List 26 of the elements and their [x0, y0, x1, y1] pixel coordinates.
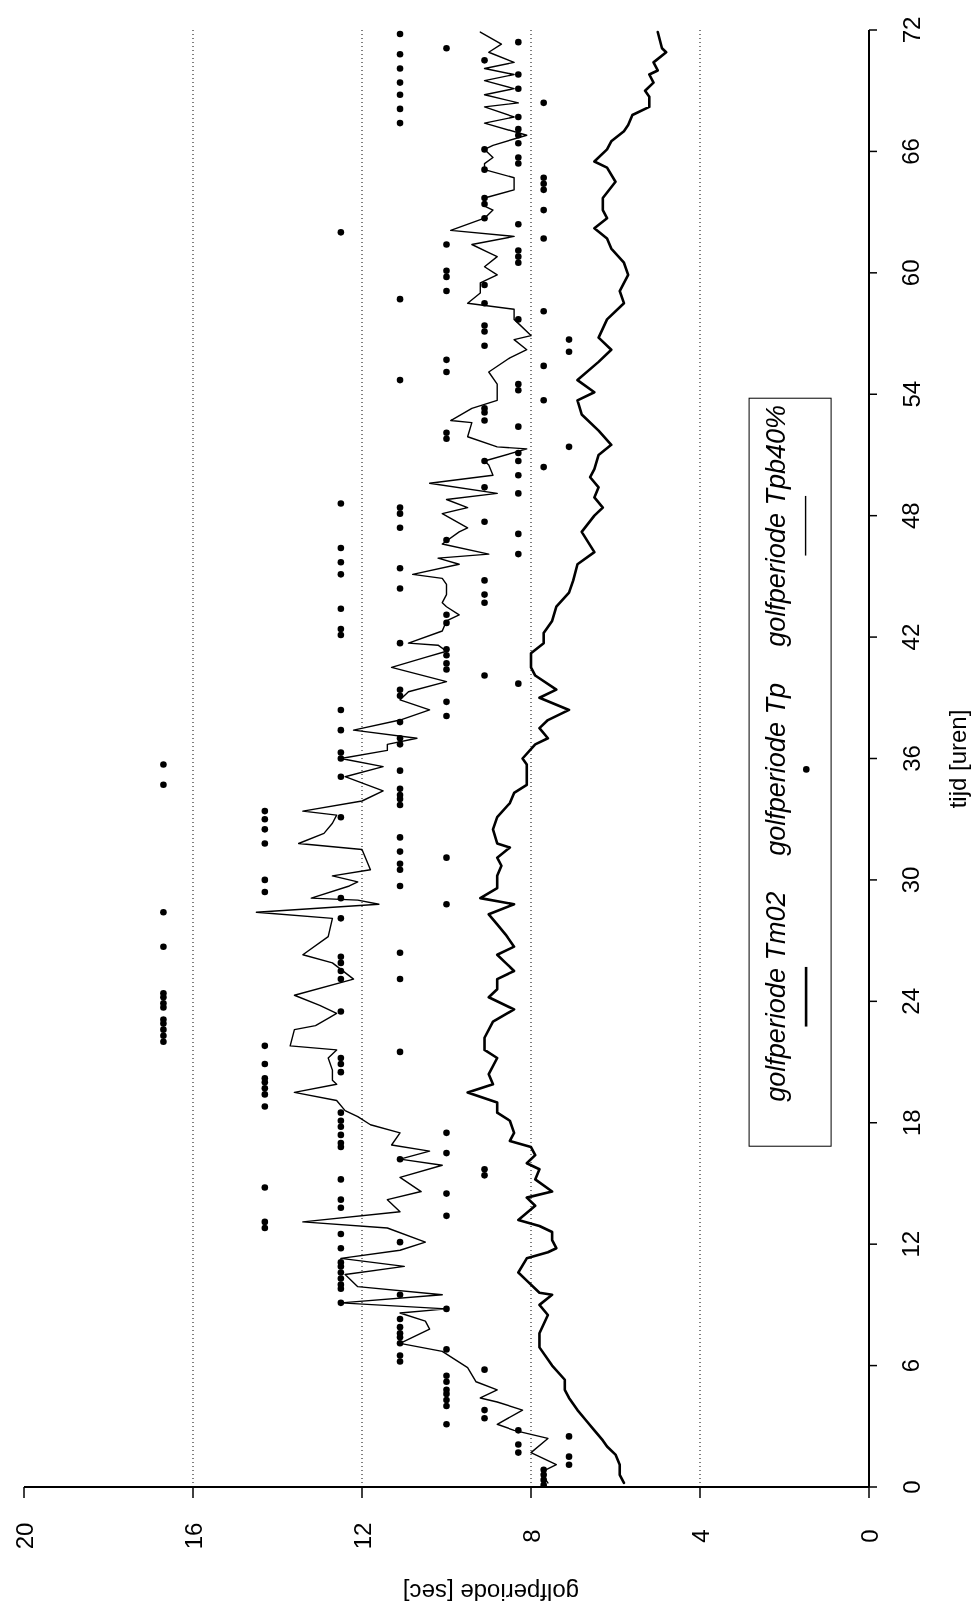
y-tick-label: 12 [897, 1230, 925, 1258]
x-tick-label: 20 [10, 1522, 38, 1550]
x-axis-title: golfperiode [sec] [402, 1579, 579, 1606]
y-tick-label: 48 [897, 502, 925, 530]
y-tick-label: 24 [897, 987, 925, 1015]
line-series [255, 31, 558, 1484]
y-axis-title: tijd [uren] [944, 709, 971, 808]
y-tick-label: 6 [897, 1358, 925, 1373]
y-tick-label: 66 [897, 138, 925, 165]
legend-label: golfperiode Tm02 [761, 891, 792, 1102]
y-tick-label: 42 [897, 623, 925, 651]
line-series [466, 30, 668, 1485]
x-tick-label: 0 [855, 1529, 883, 1543]
y-tick-label: 18 [897, 1109, 925, 1137]
y-tick-label: 0 [897, 1480, 925, 1494]
y-tick-label: 30 [897, 866, 925, 894]
x-tick-label: 12 [348, 1522, 376, 1550]
legend-label: golfperiode Tpb40% [761, 404, 792, 647]
y-tick-label: 72 [897, 16, 925, 44]
legend-label: golfperiode Tp [761, 682, 792, 856]
x-tick-label: 4 [686, 1529, 714, 1543]
x-tick-label: 16 [179, 1522, 207, 1550]
y-tick-label: 36 [897, 745, 925, 772]
y-tick-label: 60 [897, 259, 925, 287]
x-tick-label: 8 [517, 1529, 545, 1543]
y-tick-label: 54 [897, 380, 925, 408]
